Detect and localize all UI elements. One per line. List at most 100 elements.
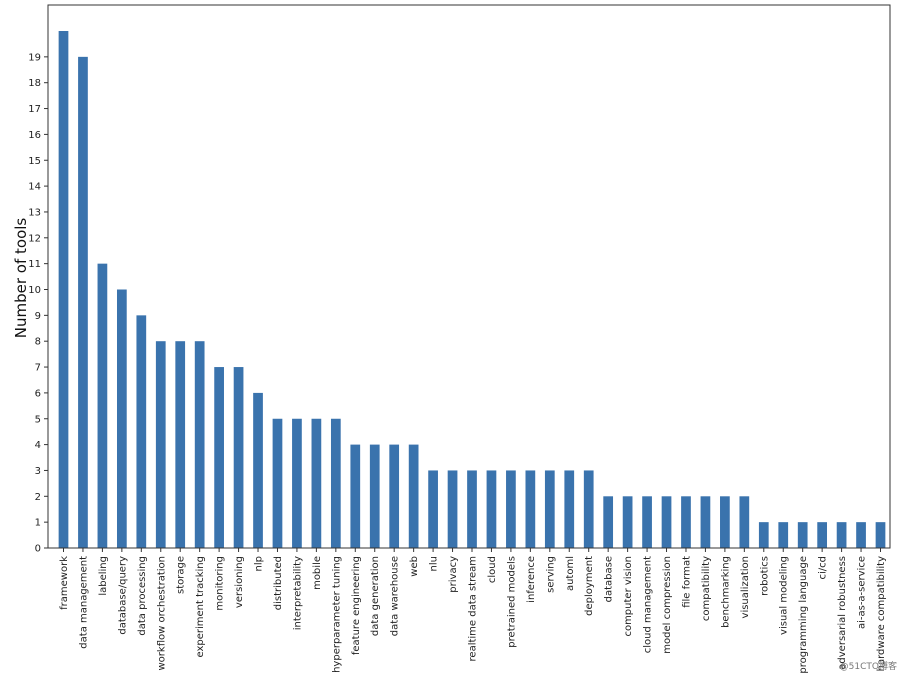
bars: [58, 31, 886, 548]
y-tick-label: 6: [35, 388, 41, 399]
x-tick-label: serving: [545, 556, 556, 593]
x-tick-label: mobile: [312, 556, 323, 590]
bar-adversarial-robustness: [836, 522, 847, 548]
bar-cloud-management: [642, 496, 652, 548]
x-tick-label: data warehouse: [390, 556, 401, 636]
bar-database: [603, 496, 614, 548]
bar-inference: [525, 470, 536, 548]
bar-serving: [544, 470, 555, 548]
x-tick-label: computer vision: [623, 556, 634, 637]
bar-data-warehouse: [389, 444, 400, 548]
x-tick-label: data generation: [370, 556, 381, 636]
x-tick-label: automl: [565, 556, 576, 591]
x-tick-label: storage: [176, 556, 187, 594]
x-tick-label: interpretability: [292, 556, 303, 630]
bar-hyperparameter-tuning: [330, 418, 341, 548]
bar-automl: [564, 470, 575, 548]
x-tick-label: cloud: [487, 556, 498, 583]
bar-ai-as-a-service: [856, 522, 866, 548]
bar-nlu: [428, 470, 438, 548]
x-tick-label: ai-as-a-service: [857, 556, 868, 629]
bar-deployment: [583, 470, 594, 548]
x-ticks: framework data management labeling database…: [59, 548, 887, 674]
bar-monitoring: [214, 367, 224, 548]
x-tick-label: framework: [59, 556, 70, 610]
x-tick-label: deployment: [584, 556, 595, 616]
bar-workflow-orchestration: [155, 341, 166, 548]
y-tick-label: 13: [28, 207, 41, 218]
x-tick-label: adversarial robustness: [837, 556, 848, 670]
x-tick-label: web: [409, 556, 420, 577]
x-tick-label: privacy: [448, 556, 459, 593]
x-tick-label: nlp: [254, 556, 265, 571]
plot-frame: [47, 4, 891, 549]
y-tick-label: 9: [35, 311, 41, 322]
bar-storage: [175, 341, 186, 548]
x-tick-label: benchmarking: [720, 556, 731, 628]
bar-data-management: [78, 56, 88, 548]
y-tick-label: 12: [28, 233, 41, 244]
y-tick-label: 18: [28, 78, 41, 89]
bar-hardware-compatibility: [875, 522, 886, 548]
bar-visualization: [739, 496, 750, 548]
bar-visual-modeling: [778, 522, 789, 548]
x-tick-label: versioning: [234, 556, 245, 608]
bar-ci-cd: [817, 522, 828, 548]
bar-web: [408, 444, 419, 548]
bar-database-query: [116, 289, 127, 548]
bar-framework: [58, 31, 69, 548]
x-tick-label: hardware compatibility: [876, 556, 887, 671]
y-tick-label: 4: [35, 440, 41, 451]
y-tick-label: 10: [28, 285, 41, 296]
y-tick-label: 0: [35, 544, 41, 555]
y-tick-label: 2: [35, 492, 41, 503]
y-tick-label: 19: [28, 52, 41, 63]
watermark: @51CTO博客: [839, 662, 897, 672]
x-tick-label: visual modeling: [779, 556, 790, 635]
x-tick-label: cloud management: [643, 556, 654, 653]
x-tick-label: hyperparameter tuning: [331, 556, 342, 673]
x-tick-label: monitoring: [215, 556, 226, 611]
bar-mobile: [311, 418, 322, 548]
bar-computer-vision: [622, 496, 633, 548]
y-tick-label: 11: [28, 259, 41, 270]
y-tick-label: 1: [35, 518, 41, 529]
bar-nlp: [253, 392, 263, 548]
bar-feature-engineering: [350, 444, 361, 548]
x-tick-label: data management: [78, 556, 89, 649]
bar-data-processing: [136, 315, 147, 548]
x-tick-label: distributed: [273, 556, 284, 610]
bar-interpretability: [292, 418, 302, 548]
y-axis-label: Number of tools: [12, 218, 30, 339]
bar-distributed: [272, 418, 283, 548]
bar-privacy: [447, 470, 458, 548]
x-tick-label: visualization: [740, 556, 751, 618]
bar-benchmarking: [720, 496, 730, 548]
x-tick-label: feature engineering: [351, 556, 362, 655]
x-tick-label: nlu: [429, 556, 440, 571]
bar-pretrained-models: [506, 470, 516, 548]
y-tick-label: 14: [28, 182, 41, 193]
x-tick-label: inference: [526, 556, 537, 603]
x-tick-label: ci/cd: [818, 556, 829, 580]
x-tick-label: experiment tracking: [195, 556, 206, 658]
x-tick-label: workflow orchestration: [156, 556, 167, 671]
bar-file-format: [681, 496, 691, 548]
x-tick-label: programming language: [798, 556, 809, 674]
bar-compatibility: [700, 496, 711, 548]
y-tick-label: 15: [28, 156, 41, 167]
x-tick-label: data processing: [137, 556, 148, 636]
y-tick-label: 17: [28, 104, 41, 115]
bar-experiment-tracking: [194, 341, 205, 548]
bar-labeling: [97, 263, 108, 548]
x-tick-label: file format: [681, 556, 692, 608]
bar-versioning: [233, 367, 244, 548]
bar-programming-language: [797, 522, 808, 548]
y-tick-label: 8: [35, 337, 41, 348]
x-tick-label: model compression: [662, 556, 673, 654]
bar-robotics: [758, 522, 769, 548]
x-tick-label: robotics: [759, 556, 770, 596]
bar-data-generation: [369, 444, 380, 548]
